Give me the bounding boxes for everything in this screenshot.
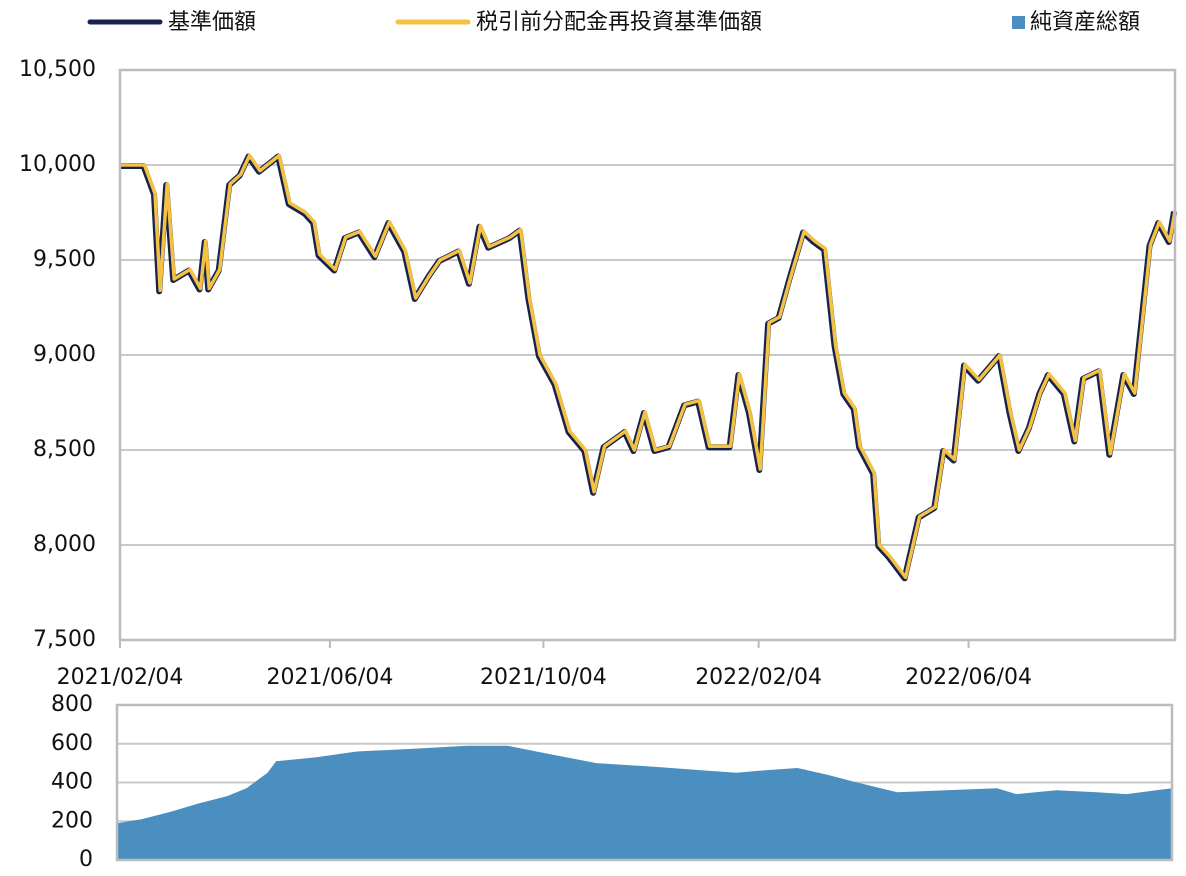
legend-label: 純資産総額 <box>1030 10 1140 35</box>
y-tick-label: 8,000 <box>33 532 96 557</box>
y-tick-label: 400 <box>51 770 93 795</box>
area-series <box>117 745 1172 860</box>
line-series <box>119 153 1177 582</box>
x-tick-label: 2021/10/04 <box>480 665 607 690</box>
plot-border <box>118 68 1177 642</box>
y-tick-label: 800 <box>51 692 93 717</box>
y-tick-label: 10,000 <box>19 152 96 177</box>
plot-border <box>115 703 1174 862</box>
y-tick-label: 600 <box>51 731 93 756</box>
line-series <box>120 153 1177 580</box>
x-tick-label: 2022/06/04 <box>905 665 1032 690</box>
y-tick-label: 8,500 <box>33 437 96 462</box>
y-tick-label: 0 <box>79 847 93 872</box>
y-tick-label: 9,000 <box>33 342 96 367</box>
y-tick-label: 200 <box>51 808 93 833</box>
x-tick-label: 2022/02/04 <box>695 665 822 690</box>
x-tick-label: 2021/02/04 <box>57 665 184 690</box>
legend-label: 基準価額 <box>168 10 256 35</box>
x-tick-label: 2021/06/04 <box>267 665 394 690</box>
legend-label: 税引前分配金再投資基準価額 <box>476 10 762 35</box>
y-tick-label: 9,500 <box>33 247 96 272</box>
y-tick-label: 7,500 <box>33 627 96 652</box>
y-tick-label: 10,500 <box>19 57 96 82</box>
legend-swatch <box>1012 16 1025 29</box>
